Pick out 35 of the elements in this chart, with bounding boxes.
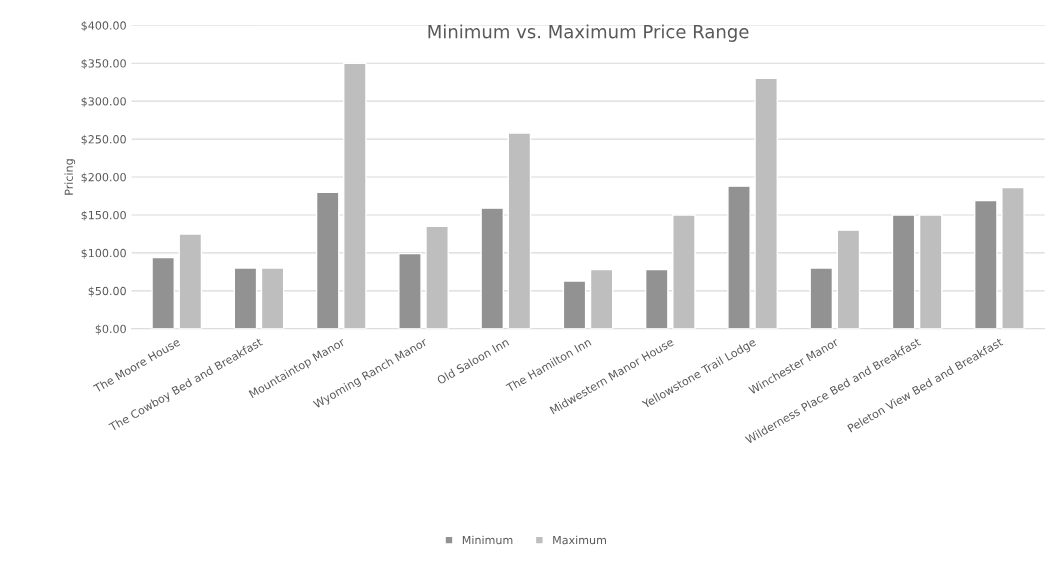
- bar: [672, 214, 696, 329]
- bar: [315, 191, 340, 329]
- y-tick-label: $0.00: [95, 324, 126, 335]
- bar: [260, 267, 285, 329]
- y-tick-label: $200.00: [81, 172, 126, 183]
- legend-label: Maximum: [553, 535, 606, 545]
- y-tick-label: $350.00: [81, 59, 126, 70]
- y-tick-label: $150.00: [81, 210, 126, 221]
- bar: [1001, 186, 1025, 329]
- bar: [178, 233, 203, 329]
- bar: [425, 225, 449, 329]
- bar: [754, 77, 778, 329]
- y-tick-label: $300.00: [81, 96, 126, 108]
- bar: [398, 252, 422, 329]
- bar: [809, 267, 834, 329]
- bar: [343, 62, 367, 329]
- bar: [480, 207, 505, 329]
- bar: [644, 268, 669, 329]
- bar: [891, 214, 916, 329]
- bar: [589, 268, 614, 329]
- bar: [233, 267, 258, 329]
- bar: [974, 199, 998, 329]
- bar: [507, 132, 532, 329]
- chart-title: Minimum vs. Maximum Price Range: [428, 24, 749, 42]
- bar: [836, 229, 861, 329]
- y-tick-label: $250.00: [81, 134, 126, 145]
- y-tick-label: $100.00: [81, 248, 126, 259]
- legend-label: Minimum: [462, 535, 513, 545]
- bar: [727, 185, 751, 329]
- y-axis-title: Pricing: [64, 159, 76, 195]
- y-tick-label: $400.00: [81, 21, 126, 32]
- y-tick-label: $50.00: [88, 286, 126, 297]
- bar: [562, 280, 587, 329]
- bar: [918, 214, 943, 329]
- bar: [151, 256, 175, 329]
